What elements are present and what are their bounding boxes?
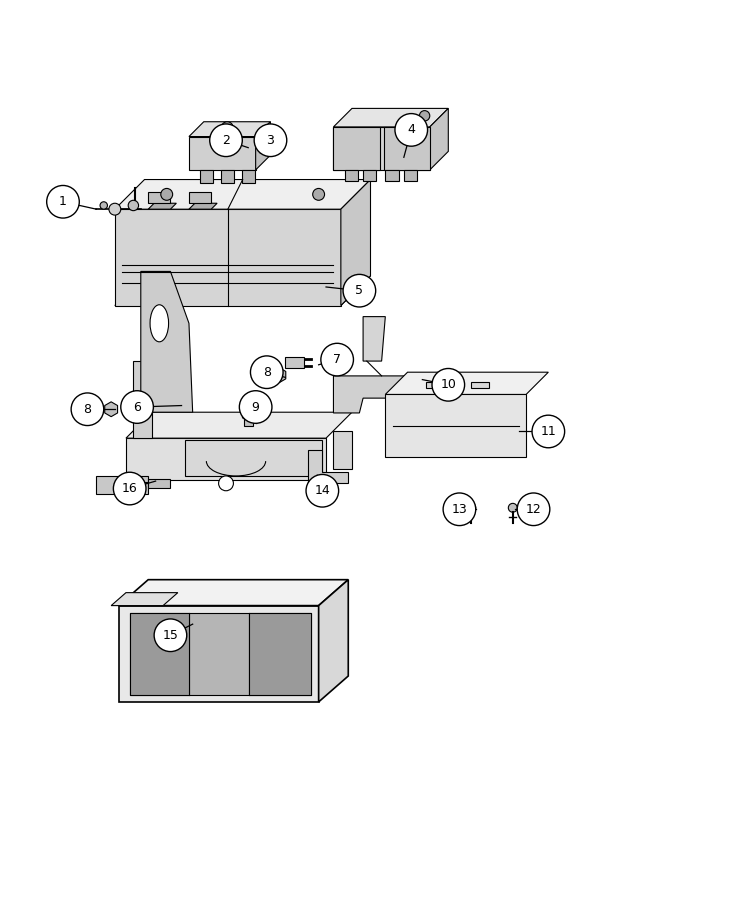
Circle shape — [250, 356, 283, 389]
Polygon shape — [333, 127, 430, 170]
Circle shape — [121, 391, 153, 423]
Polygon shape — [385, 394, 526, 457]
Polygon shape — [115, 209, 341, 305]
Text: 15: 15 — [162, 629, 179, 642]
Circle shape — [122, 476, 137, 491]
Bar — [426, 382, 445, 388]
Text: 5: 5 — [356, 284, 363, 297]
Bar — [200, 170, 213, 184]
Polygon shape — [115, 276, 370, 305]
Circle shape — [109, 203, 121, 215]
Polygon shape — [363, 317, 385, 361]
FancyBboxPatch shape — [96, 476, 148, 494]
Circle shape — [47, 185, 79, 218]
Polygon shape — [104, 401, 118, 417]
Polygon shape — [119, 580, 348, 606]
Circle shape — [443, 493, 476, 526]
Text: 6: 6 — [133, 400, 141, 413]
Text: 14: 14 — [314, 484, 330, 498]
Circle shape — [465, 502, 476, 513]
Circle shape — [222, 122, 233, 133]
Bar — [471, 382, 489, 388]
Text: 12: 12 — [525, 503, 542, 516]
Text: 10: 10 — [440, 378, 456, 392]
Bar — [345, 170, 358, 181]
Bar — [244, 414, 253, 426]
Text: 7: 7 — [333, 353, 341, 366]
Polygon shape — [308, 450, 348, 483]
Polygon shape — [189, 122, 270, 137]
Polygon shape — [130, 613, 311, 695]
Circle shape — [113, 472, 146, 505]
Text: 13: 13 — [451, 503, 468, 516]
Circle shape — [321, 343, 353, 376]
Circle shape — [154, 619, 187, 652]
Text: 9: 9 — [252, 400, 259, 413]
Circle shape — [306, 474, 339, 507]
Bar — [404, 170, 417, 181]
Circle shape — [239, 391, 272, 423]
Polygon shape — [148, 203, 176, 209]
Polygon shape — [130, 613, 188, 695]
FancyBboxPatch shape — [148, 192, 170, 203]
Circle shape — [395, 113, 428, 146]
Text: 1: 1 — [59, 195, 67, 208]
Circle shape — [128, 201, 139, 211]
FancyBboxPatch shape — [189, 192, 211, 203]
Polygon shape — [115, 179, 370, 209]
Polygon shape — [111, 592, 178, 606]
Polygon shape — [141, 272, 193, 412]
Circle shape — [313, 188, 325, 201]
Bar — [363, 170, 376, 181]
Text: 16: 16 — [122, 482, 138, 495]
Polygon shape — [333, 431, 352, 469]
Text: 8: 8 — [263, 365, 270, 379]
Polygon shape — [126, 438, 326, 480]
Polygon shape — [333, 108, 448, 127]
Text: 3: 3 — [267, 134, 274, 147]
Polygon shape — [256, 122, 270, 170]
Polygon shape — [385, 373, 548, 394]
Polygon shape — [242, 408, 254, 421]
Circle shape — [254, 124, 287, 157]
Bar — [242, 170, 255, 184]
Text: 4: 4 — [408, 123, 415, 137]
Circle shape — [71, 393, 104, 426]
Text: 11: 11 — [540, 425, 556, 438]
Ellipse shape — [150, 305, 169, 342]
Circle shape — [161, 188, 173, 201]
Polygon shape — [341, 179, 370, 305]
Bar — [148, 479, 170, 488]
Circle shape — [419, 111, 430, 121]
Circle shape — [532, 415, 565, 448]
Circle shape — [508, 503, 517, 512]
Circle shape — [343, 274, 376, 307]
Polygon shape — [273, 368, 286, 382]
Circle shape — [100, 202, 107, 209]
Polygon shape — [333, 376, 415, 413]
Circle shape — [517, 493, 550, 526]
Polygon shape — [333, 127, 379, 170]
Bar — [385, 170, 399, 181]
Polygon shape — [119, 606, 319, 702]
Circle shape — [210, 124, 242, 157]
Text: 2: 2 — [222, 134, 230, 147]
Text: 8: 8 — [84, 402, 91, 416]
Circle shape — [219, 476, 233, 491]
Circle shape — [432, 368, 465, 401]
Polygon shape — [430, 108, 448, 170]
Polygon shape — [189, 137, 256, 170]
Polygon shape — [133, 361, 152, 438]
Polygon shape — [189, 203, 217, 209]
Bar — [221, 170, 234, 184]
Polygon shape — [249, 613, 311, 695]
Polygon shape — [319, 580, 348, 702]
Bar — [285, 356, 304, 368]
Polygon shape — [126, 412, 352, 438]
FancyBboxPatch shape — [185, 440, 322, 476]
Polygon shape — [384, 127, 430, 170]
